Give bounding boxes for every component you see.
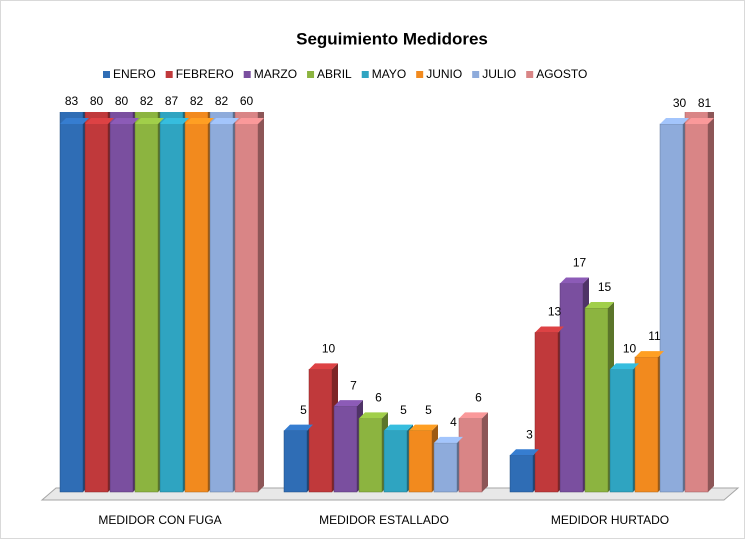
- x-tick-label: MEDIDOR ESTALLADO: [319, 513, 449, 527]
- data-label: 10: [623, 342, 637, 356]
- legend-label: ENERO: [113, 67, 156, 81]
- data-label: 5: [400, 403, 407, 417]
- bar-top: [510, 449, 539, 456]
- legend-swatch: [243, 71, 251, 78]
- bar-top: [585, 302, 614, 308]
- bar: [358, 418, 383, 493]
- legend-swatch: [361, 71, 369, 78]
- data-label: 60: [240, 94, 254, 108]
- bar-top: [160, 118, 189, 124]
- bar-top: [110, 118, 139, 124]
- bar: [534, 332, 559, 493]
- bar: [59, 112, 84, 493]
- bar: [659, 123, 684, 493]
- legend-swatch: [307, 71, 315, 78]
- bar: [308, 369, 333, 493]
- data-label: 3: [526, 427, 533, 441]
- bar: [84, 112, 109, 493]
- bar: [634, 356, 659, 493]
- data-label: 6: [375, 391, 382, 405]
- bar: [159, 112, 184, 493]
- data-label: 80: [90, 94, 104, 108]
- legend-label: ABRIL: [317, 67, 352, 81]
- data-label: 82: [215, 94, 229, 108]
- bar-top: [309, 363, 338, 370]
- bar: [559, 283, 584, 493]
- data-label: 83: [65, 94, 79, 108]
- data-label: 82: [190, 94, 204, 108]
- data-label: 13: [548, 305, 562, 319]
- bar-top: [434, 436, 463, 443]
- bar-top: [135, 118, 164, 124]
- data-label: 80: [115, 94, 129, 108]
- x-tick-label: MEDIDOR HURTADO: [551, 513, 669, 527]
- bar: [109, 112, 134, 493]
- bar-top: [334, 400, 363, 407]
- bar-top: [635, 351, 664, 358]
- bar-top: [685, 118, 714, 124]
- legend-label: JUNIO: [426, 67, 462, 81]
- bar: [408, 430, 433, 493]
- bar-top: [284, 424, 313, 431]
- legend-swatch: [526, 71, 534, 78]
- data-label: 87: [165, 94, 179, 108]
- bar-top: [535, 326, 564, 333]
- bar: [184, 112, 209, 493]
- data-label: 10: [322, 342, 336, 356]
- legend-swatch: [103, 71, 110, 78]
- data-label: 7: [350, 378, 357, 392]
- data-label: 5: [425, 403, 432, 417]
- bar: [684, 112, 709, 493]
- data-label: 17: [573, 256, 587, 270]
- data-label: 15: [598, 280, 612, 294]
- bar: [283, 430, 308, 493]
- data-label: 4: [450, 415, 457, 429]
- data-label: 81: [698, 96, 712, 110]
- bar: [609, 369, 634, 493]
- bar: [584, 307, 609, 493]
- bar-top: [660, 118, 689, 124]
- bar: [433, 442, 458, 493]
- bar-top: [459, 412, 488, 419]
- data-label: 82: [140, 94, 154, 108]
- legend-swatch: [416, 71, 424, 78]
- bar-top: [560, 277, 589, 284]
- bar-top: [235, 118, 264, 124]
- legend-swatch: [165, 71, 173, 78]
- x-tick-label: MEDIDOR CON FUGA: [98, 513, 221, 527]
- data-label: 30: [673, 96, 687, 110]
- bar: [209, 112, 234, 493]
- bar: [134, 112, 159, 493]
- data-label: 11: [648, 329, 661, 343]
- plot: [59, 112, 714, 493]
- chart-title: Seguimiento Medidores: [296, 29, 488, 48]
- bar-top: [85, 118, 114, 124]
- bar-side: [482, 412, 488, 492]
- legend-label: AGOSTO: [536, 67, 587, 81]
- bar: [458, 418, 483, 493]
- bar-top: [359, 412, 388, 419]
- legend-label: JULIO: [482, 67, 516, 81]
- bar: [333, 405, 358, 493]
- bar: [509, 454, 534, 493]
- bar-side: [258, 112, 264, 492]
- bar-top: [610, 363, 639, 370]
- data-label: 6: [475, 391, 482, 405]
- data-label: 5: [300, 403, 307, 417]
- bar-top: [210, 118, 239, 124]
- legend-label: FEBRERO: [176, 67, 234, 81]
- bar-top: [185, 118, 214, 124]
- bar-top: [60, 118, 89, 124]
- bar: [383, 430, 408, 493]
- legend-label: MARZO: [254, 67, 297, 81]
- bar-top: [409, 424, 438, 431]
- legend-swatch: [472, 71, 480, 78]
- legend-label: MAYO: [372, 67, 406, 81]
- bar-side: [708, 112, 714, 492]
- bar-top: [384, 424, 413, 431]
